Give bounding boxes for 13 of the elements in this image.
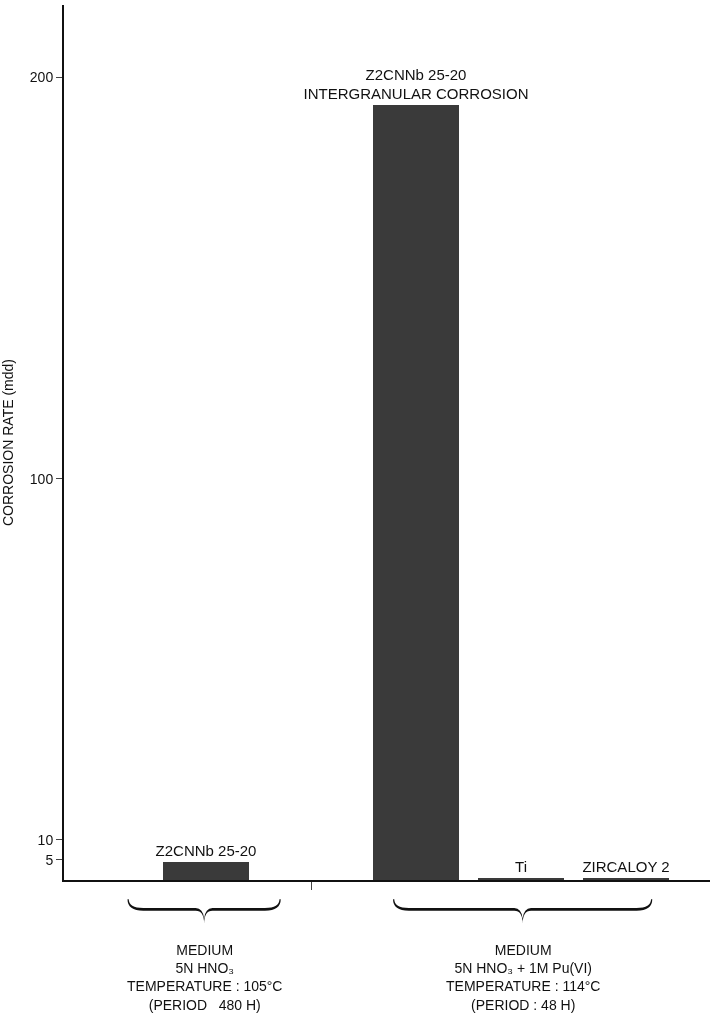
text: MEDIUM 5N HNO₃ + 1M Pu(VI) TEMPERATURE : 114°C (PERIOD : 48 H) (446, 942, 601, 1013)
x-tick-label: ZIRCALOY 2 (582, 858, 670, 875)
y-tick-label: 5 (45, 851, 54, 868)
x-tick-label: Ti (515, 858, 527, 875)
bar (373, 105, 459, 880)
y-tick-label: 200 (29, 69, 54, 86)
x-tick-label: Z2CNNb 25-20 INTERGRANULAR CORROSION (303, 65, 529, 102)
y-tick-label: 10 (37, 831, 54, 848)
text: MEDIUM 5N HNO₃ TEMPERATURE : 105°C (PERIOD 480 H) (127, 942, 283, 1013)
bar (163, 862, 249, 880)
x-tick-label: Z2CNNb 25-20 (155, 842, 257, 859)
y-axis-title: CORROSION RATE (mdd) (0, 359, 16, 526)
y-tick-label: 100 (29, 470, 54, 487)
